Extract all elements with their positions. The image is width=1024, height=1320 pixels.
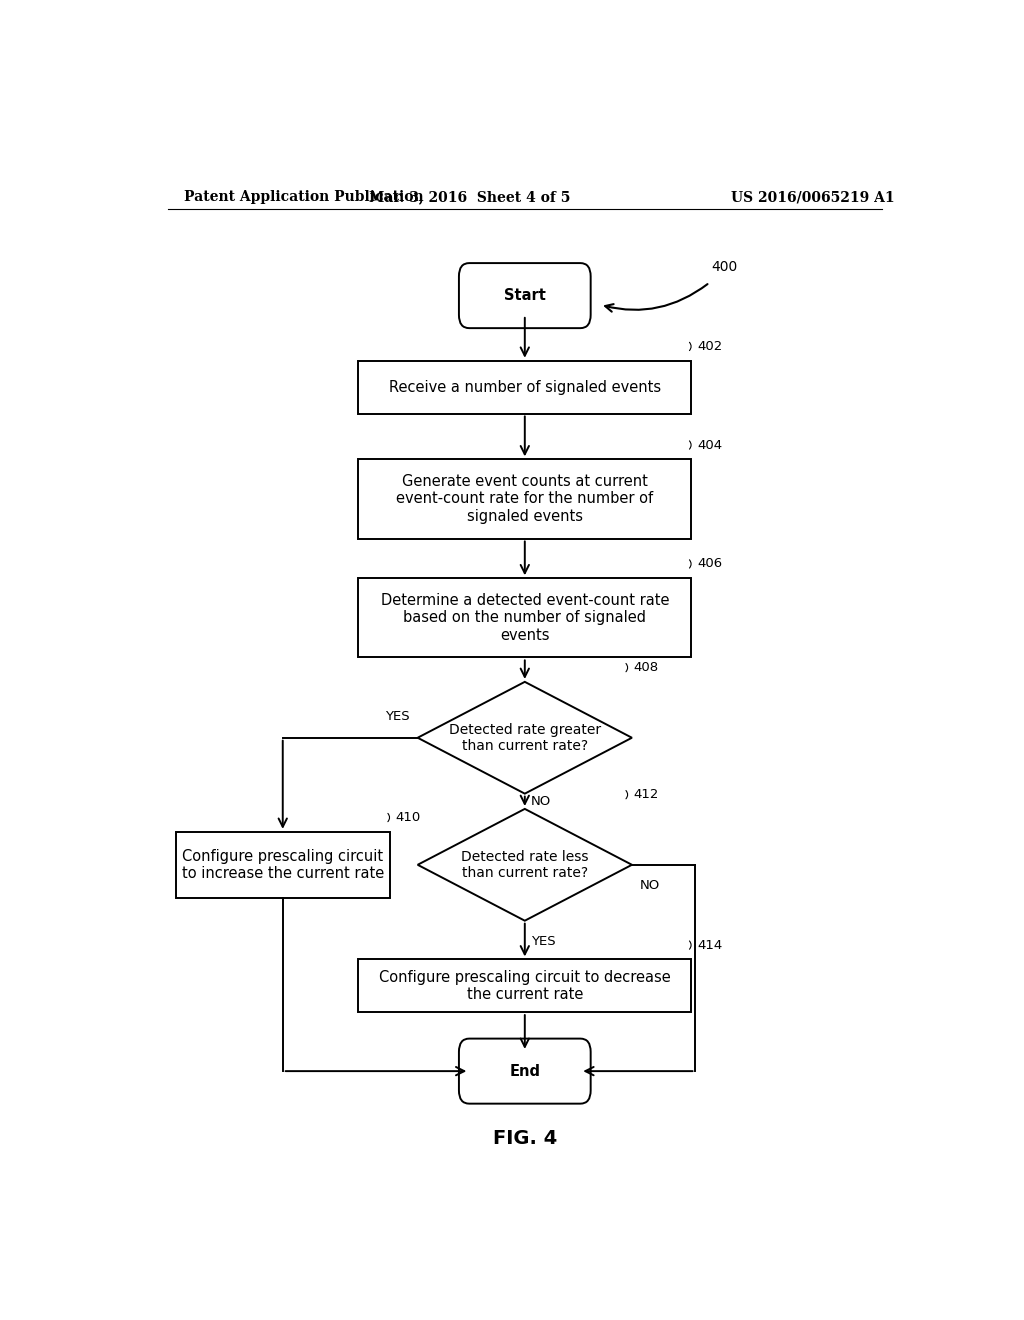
Text: NO: NO xyxy=(531,795,551,808)
Text: Start: Start xyxy=(504,288,546,304)
Text: 408: 408 xyxy=(634,661,658,675)
FancyBboxPatch shape xyxy=(459,1039,591,1104)
Bar xyxy=(176,832,390,898)
Text: Determine a detected event-count rate
based on the number of signaled
events: Determine a detected event-count rate ba… xyxy=(381,593,669,643)
Bar xyxy=(358,360,691,413)
Text: Receive a number of signaled events: Receive a number of signaled events xyxy=(389,380,660,395)
Text: 412: 412 xyxy=(634,788,658,801)
Text: Configure prescaling circuit to decrease
the current rate: Configure prescaling circuit to decrease… xyxy=(379,970,671,1002)
Text: 402: 402 xyxy=(697,341,722,352)
Text: Generate event counts at current
event-count rate for the number of
signaled eve: Generate event counts at current event-c… xyxy=(396,474,653,524)
Text: End: End xyxy=(509,1064,541,1078)
Text: 404: 404 xyxy=(697,438,722,451)
Text: YES: YES xyxy=(385,710,410,722)
Text: Detected rate less
than current rate?: Detected rate less than current rate? xyxy=(461,850,589,880)
Text: 400: 400 xyxy=(712,260,737,275)
Text: YES: YES xyxy=(531,935,556,948)
Text: Patent Application Publication: Patent Application Publication xyxy=(183,190,423,205)
Text: 410: 410 xyxy=(395,810,421,824)
Text: Mar. 3, 2016  Sheet 4 of 5: Mar. 3, 2016 Sheet 4 of 5 xyxy=(369,190,570,205)
Text: 406: 406 xyxy=(697,557,722,570)
Text: FIG. 4: FIG. 4 xyxy=(493,1129,557,1147)
Text: NO: NO xyxy=(640,879,660,891)
Bar xyxy=(358,459,691,539)
Polygon shape xyxy=(418,682,632,793)
Text: Detected rate greater
than current rate?: Detected rate greater than current rate? xyxy=(449,722,601,752)
Text: 414: 414 xyxy=(697,939,722,952)
Polygon shape xyxy=(418,809,632,921)
FancyBboxPatch shape xyxy=(459,263,591,329)
Text: US 2016/0065219 A1: US 2016/0065219 A1 xyxy=(731,190,895,205)
Text: Configure prescaling circuit
to increase the current rate: Configure prescaling circuit to increase… xyxy=(181,849,384,880)
Bar xyxy=(358,578,691,657)
Bar xyxy=(358,960,691,1012)
